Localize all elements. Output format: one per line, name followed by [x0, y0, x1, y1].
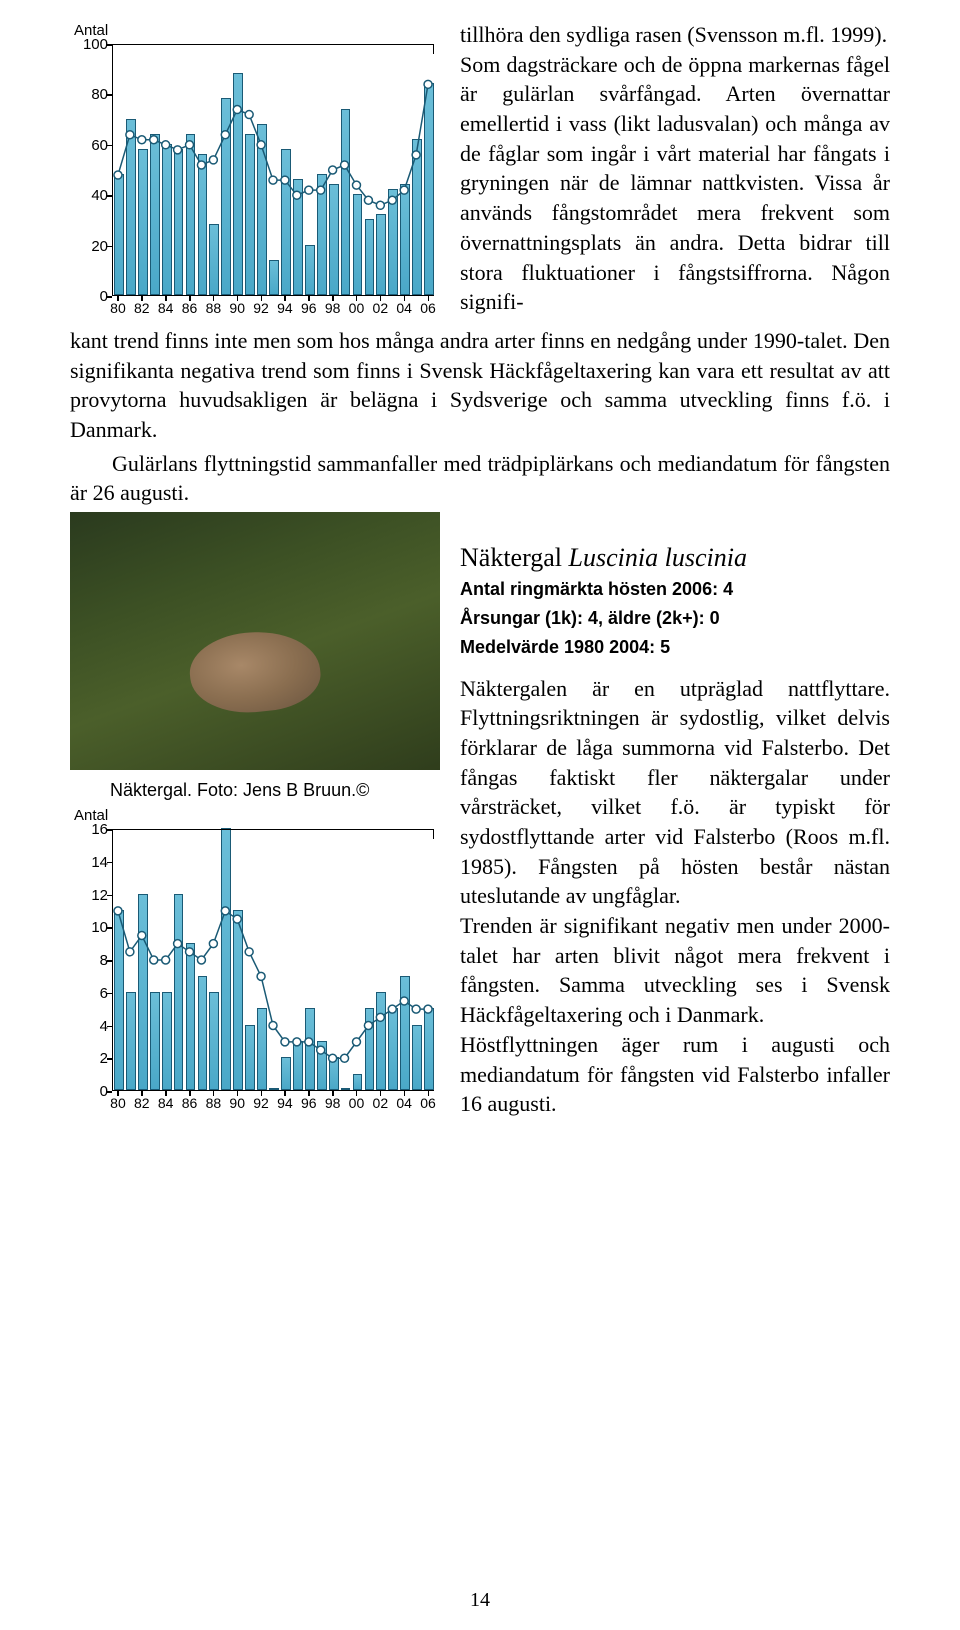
meta-line-3: Medelvärde 1980 2004: 5 [460, 633, 890, 662]
right-para-3: Höstflyttningen äger rum i augusti och m… [460, 1030, 890, 1119]
page-number: 14 [0, 1589, 960, 1612]
chart-1: Antal02040608010080828486889092949698000… [70, 20, 440, 320]
body-para-2: Gulärlans flyttningstid sammanfaller med… [70, 449, 890, 508]
body-text-top-1: tillhöra den sydliga rasen (Svensson m.f… [460, 20, 890, 50]
species-heading: Näktergal Luscinia luscinia [460, 540, 890, 575]
right-para-1: Näktergalen är en utpräglad nattflyttare… [460, 674, 890, 912]
meta-line-2: Årsungar (1k): 4, äldre (2k+): 0 [460, 604, 890, 633]
meta-line-1: Antal ringmärkta hösten 2006: 4 [460, 575, 890, 604]
body-para-continuation: kant trend finns inte men som hos många … [70, 326, 890, 445]
photo-caption: Näktergal. Foto: Jens B Bruun.© [110, 780, 440, 801]
body-text-top-2: Som dagsträckare och de öppna markernas … [460, 50, 890, 317]
bird-photo [70, 512, 440, 770]
right-para-2: Trenden är signifikant negativ men under… [460, 911, 890, 1030]
chart-2: Antal02468101214168082848688909294969800… [70, 805, 440, 1115]
